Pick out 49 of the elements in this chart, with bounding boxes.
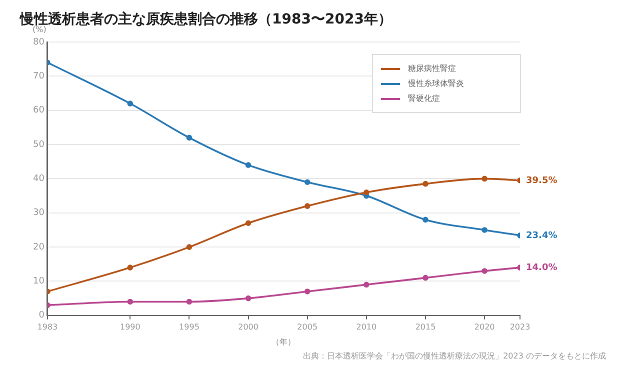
point (304, 179, 310, 186)
y-tick-label: 80 (33, 37, 45, 48)
point (482, 268, 488, 274)
data-label: 14.0% (526, 262, 558, 273)
x-tick-label: 2020 (474, 322, 495, 332)
x-tick-label: 2015 (415, 322, 436, 332)
point (364, 189, 370, 196)
y-tick-label: 0 (38, 310, 45, 321)
point (186, 134, 192, 141)
legend-label: 腎硬化症 (408, 94, 440, 104)
point (127, 100, 134, 106)
x-tick-label: 2023 (510, 322, 530, 332)
legend-label: 糖尿病性腎症 (408, 64, 456, 74)
line-series (47, 264, 520, 308)
point (482, 227, 488, 233)
point (482, 176, 488, 182)
x-tick-label: 1995 (179, 322, 200, 332)
y-tick-label: 30 (33, 208, 45, 218)
data-label: 39.5% (526, 176, 558, 186)
point (245, 162, 252, 168)
x-tick-label: 2000 (238, 322, 258, 332)
point (186, 244, 192, 250)
y-tick-label: 10 (33, 276, 45, 287)
point (186, 298, 192, 305)
legend-label: 慢性糸球体腎炎 (407, 79, 464, 88)
point (304, 288, 310, 294)
point (422, 274, 428, 281)
y-tick-label: 20 (33, 242, 45, 252)
point (127, 298, 134, 305)
y-tick-label: 40 (33, 174, 45, 184)
y-axis-title: (%) (32, 25, 46, 34)
point (245, 295, 252, 302)
point (127, 264, 134, 270)
point (245, 220, 252, 226)
y-tick-label: 60 (33, 106, 45, 116)
point (422, 216, 428, 223)
line-series (47, 176, 520, 294)
y-tick-label: 70 (33, 72, 45, 82)
point (422, 180, 428, 187)
point (304, 203, 310, 209)
point (364, 282, 370, 288)
x-tick-label: 1983 (37, 322, 58, 332)
x-tick-label: 2005 (297, 322, 318, 332)
x-tick-label: 1990 (120, 322, 140, 332)
y-tick-label: 50 (33, 140, 45, 150)
x-axis-title: （年） (272, 337, 296, 346)
x-tick-label: 2010 (356, 322, 377, 332)
data-label: 23.4% (526, 230, 558, 241)
source-note: 出典：日本透析医学会「わが国の慢性透析療法の現況」2023 のデータをもとに作成 (303, 351, 606, 360)
